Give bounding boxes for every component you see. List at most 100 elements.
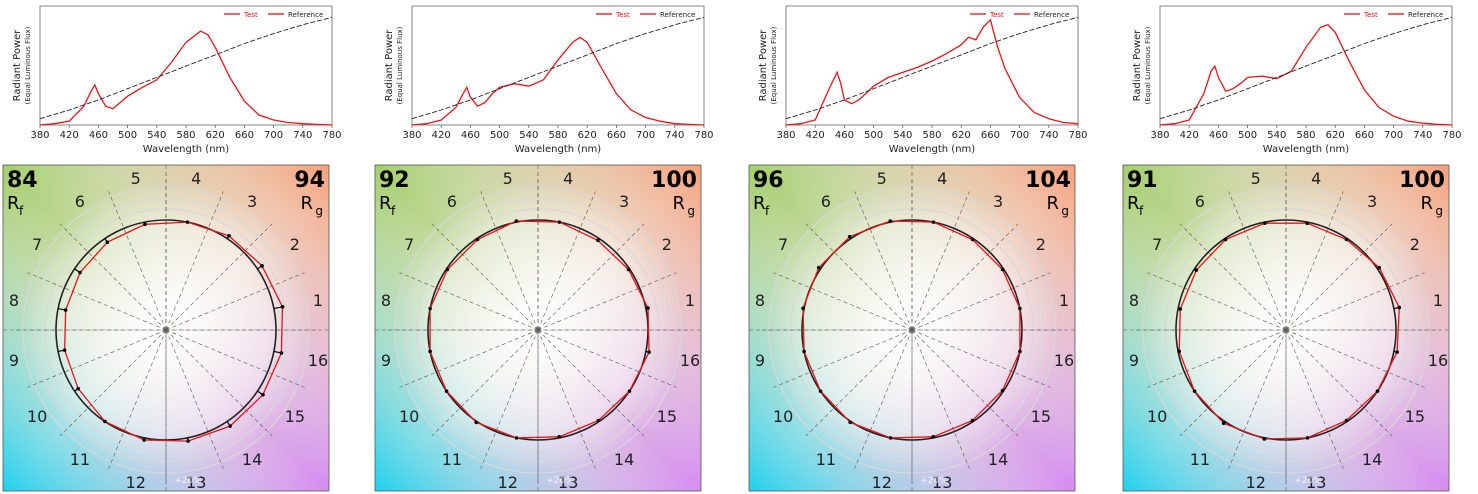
hue-bin-label: 16 [1054, 351, 1074, 370]
test-point [260, 264, 264, 268]
test-point [1305, 436, 1310, 440]
test-point [227, 233, 231, 238]
hue-bin-label: 1 [1059, 291, 1069, 310]
light-source-panel: 380 420 460 500 540 580 620 660 700 740 780 Wavelen… [0, 0, 370, 494]
hue-bin-label: 3 [247, 192, 257, 211]
x-tick-label: 580 [176, 130, 195, 141]
x-tick-label: 380 [1150, 130, 1169, 141]
center-marker [1283, 327, 1289, 333]
hue-bin-label: 14 [242, 450, 262, 469]
x-tick-label: 740 [665, 130, 684, 141]
rg-value: 94 [294, 168, 325, 193]
hue-bin-label: 15 [657, 407, 677, 426]
hue-bin-label: 2 [1410, 235, 1420, 254]
test-point [475, 237, 480, 242]
x-tick-label: 380 [30, 130, 49, 141]
x-tick-label: 780 [322, 130, 341, 141]
y-axis-label: Radiant Power [758, 29, 769, 102]
test-point [428, 306, 432, 311]
hue-bin-label: 10 [399, 407, 419, 426]
hue-bin-boundary [480, 191, 539, 331]
hue-bin-boundary [1179, 329, 1287, 437]
test-point [931, 435, 936, 439]
x-tick-label: 580 [922, 130, 941, 141]
legend-reference-label: Reference [1034, 11, 1069, 19]
hue-bin-boundary [805, 329, 913, 437]
hue-bin-boundary [537, 191, 596, 331]
test-point [596, 238, 600, 243]
test-point [444, 389, 449, 393]
hue-bin-label: 1 [685, 291, 695, 310]
test-point [1344, 237, 1349, 242]
hue-bin-label: 16 [680, 351, 700, 370]
y-axis-sublabel: (Equal Luminous Flux) [1144, 26, 1152, 104]
hue-bin-label: 4 [191, 169, 201, 188]
test-point [1018, 306, 1022, 311]
light-source-panel: 380 420 460 500 540 580 620 660 700 740 780 Wavelen… [1120, 0, 1478, 494]
x-tick-label: 620 [206, 130, 225, 141]
test-spectrum-line [39, 30, 333, 126]
test-point [261, 392, 265, 397]
hue-bin-boundary [165, 223, 273, 331]
x-tick-label: 700 [1010, 130, 1029, 141]
hue-bin-label: 4 [937, 169, 947, 188]
hue-bin-boundary [399, 272, 539, 331]
test-spectrum-line [411, 36, 705, 126]
y-axis-sublabel: (Equal Luminous Flux) [770, 26, 778, 104]
hue-bin-label: 15 [1405, 407, 1425, 426]
hue-bin-label: 13 [558, 473, 578, 492]
y-axis-label: Radiant Power [1132, 29, 1143, 102]
hue-bin-label: 12 [126, 473, 146, 492]
test-point [514, 436, 519, 440]
test-point [1262, 221, 1267, 225]
hue-bin-label: 14 [988, 450, 1008, 469]
test-point [1000, 388, 1005, 393]
legend-test-label: Test [243, 11, 258, 19]
x-tick-label: 460 [89, 130, 108, 141]
hue-bin-label: 11 [442, 450, 462, 469]
x-tick-label: 500 [864, 130, 883, 141]
x-tick-label: 660 [1355, 130, 1374, 141]
hue-bin-label: 8 [9, 291, 19, 310]
hue-bin-boundary [911, 329, 1051, 388]
hue-bin-boundary [854, 191, 913, 331]
test-point [103, 419, 107, 424]
x-tick-label: 380 [402, 130, 421, 141]
test-point [557, 220, 562, 224]
hue-bin-boundary [165, 329, 224, 469]
test-point [816, 265, 821, 270]
rf-value: 96 [753, 168, 784, 193]
test-point [1192, 389, 1197, 393]
rg-subscript: g [1435, 204, 1443, 218]
rg-subscript: g [1061, 204, 1069, 218]
center-marker [163, 327, 169, 333]
hue-bin-boundary [854, 329, 913, 469]
x-tick-label: 620 [1326, 130, 1345, 141]
hue-bin-label: 8 [381, 291, 391, 310]
x-tick-label: 740 [1413, 130, 1432, 141]
legend-reference-label: Reference [1408, 11, 1443, 19]
hue-bin-boundary [59, 329, 167, 437]
hue-bin-boundary [537, 272, 677, 331]
x-tick-label: 460 [835, 130, 854, 141]
test-point [627, 389, 632, 393]
hue-bin-label: 5 [1251, 169, 1261, 188]
test-spectrum-line [785, 18, 1079, 126]
x-tick-label: 380 [776, 130, 795, 141]
rg-label: R [1046, 193, 1059, 214]
x-axis-label: Wavelength (nm) [515, 144, 601, 155]
rf-label: R [7, 193, 20, 214]
hue-bin-label: 7 [778, 235, 788, 254]
test-point [62, 348, 67, 352]
y-axis-label-group: Radiant Power (Equal Luminous Flux) [384, 26, 404, 104]
hue-bin-label: 2 [662, 235, 672, 254]
y-axis-label-group: Radiant Power (Equal Luminous Flux) [758, 26, 778, 104]
x-tick-label: 780 [694, 130, 713, 141]
test-point [474, 420, 479, 425]
rg-subscript: g [687, 204, 695, 218]
hue-bin-boundary [1285, 223, 1393, 331]
x-tick-label: 660 [235, 130, 254, 141]
hue-bin-label: 9 [381, 351, 391, 370]
